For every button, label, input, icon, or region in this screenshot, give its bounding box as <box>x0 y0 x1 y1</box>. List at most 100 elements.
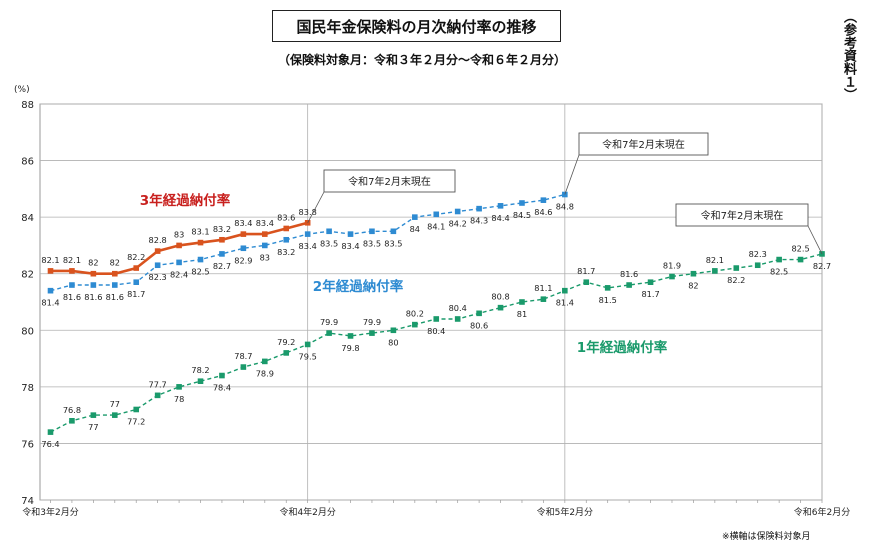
data-point <box>476 205 482 212</box>
data-label: 81.4 <box>556 298 574 308</box>
data-label: 78.9 <box>256 368 274 378</box>
data-point <box>754 262 761 269</box>
data-label: 84.2 <box>449 218 467 228</box>
data-point <box>219 236 225 243</box>
data-label: 81.6 <box>63 292 81 302</box>
data-label: 82.2 <box>727 275 745 285</box>
data-point <box>583 279 590 285</box>
data-label: 82 <box>88 258 98 268</box>
data-label: 84.1 <box>427 221 445 231</box>
data-point <box>90 412 97 418</box>
reference-note: （参考資料１） <box>841 10 856 101</box>
data-point <box>776 256 782 263</box>
callout-text: 令和7年2月末現在 <box>602 138 685 151</box>
data-point <box>326 228 332 235</box>
data-label: 81.5 <box>599 295 617 305</box>
data-label: 77.7 <box>149 379 167 389</box>
data-point <box>90 270 97 277</box>
y-tick-label: 84 <box>21 213 34 224</box>
data-point <box>176 259 182 266</box>
data-label: 76.4 <box>41 439 59 449</box>
data-point <box>154 248 161 254</box>
x-tick-label: 令和5年2月分 <box>537 506 593 518</box>
data-point <box>47 429 54 435</box>
data-point <box>540 197 547 203</box>
data-point <box>219 372 225 379</box>
data-label: 79.9 <box>320 317 338 327</box>
data-label: 83.5 <box>384 238 402 248</box>
data-point <box>412 321 418 328</box>
callout-box <box>323 169 456 193</box>
data-label: 82.3 <box>749 249 767 259</box>
data-point <box>304 341 311 348</box>
data-point <box>519 299 525 305</box>
y-tick-label: 86 <box>21 157 34 168</box>
data-point <box>433 211 440 218</box>
data-point <box>454 316 461 322</box>
data-label: 77 <box>110 399 120 409</box>
data-label: 78 <box>174 394 184 404</box>
data-point <box>390 228 397 235</box>
data-point <box>369 228 375 235</box>
data-point <box>69 268 75 274</box>
data-point <box>240 245 247 252</box>
data-point <box>90 282 97 288</box>
data-label: 82.5 <box>770 267 788 277</box>
data-label: 83 <box>174 229 184 239</box>
data-point <box>476 310 482 317</box>
callout-box <box>578 132 709 156</box>
y-tick-label: 74 <box>21 496 34 507</box>
data-label: 81.7 <box>127 289 145 299</box>
data-label: 76.8 <box>63 405 81 415</box>
data-label: 82.4 <box>170 269 188 279</box>
data-point <box>283 236 290 243</box>
data-label: 84.5 <box>513 210 531 220</box>
data-point <box>562 287 568 294</box>
data-label: 81.6 <box>84 292 102 302</box>
data-label: 81.6 <box>620 269 638 279</box>
callout-leader <box>807 225 823 255</box>
data-point <box>197 378 204 384</box>
data-point <box>497 203 504 209</box>
data-point <box>433 316 440 322</box>
data-point <box>197 239 204 246</box>
data-point <box>497 304 504 311</box>
data-point <box>47 287 54 294</box>
data-label: 83.4 <box>341 241 359 251</box>
data-point <box>262 242 268 249</box>
data-point <box>133 406 140 413</box>
data-point <box>133 279 140 285</box>
data-point <box>69 418 75 424</box>
callout-box <box>675 203 809 227</box>
data-point <box>154 392 161 399</box>
series-label: 2年経過納付率 <box>313 278 404 295</box>
data-label: 82.8 <box>149 235 167 245</box>
data-label: 78.7 <box>234 351 252 361</box>
data-point <box>240 364 247 370</box>
data-label: 83.5 <box>320 238 338 248</box>
data-label: 81.7 <box>641 289 659 299</box>
data-point <box>240 231 247 237</box>
y-tick-label: 76 <box>21 439 34 450</box>
callout-leader <box>564 154 580 195</box>
data-label: 78.4 <box>213 383 231 393</box>
data-point <box>111 282 118 288</box>
data-label: 82.2 <box>127 252 145 262</box>
data-label: 82.3 <box>149 272 167 282</box>
data-point <box>669 273 675 280</box>
data-point <box>604 285 611 291</box>
data-label: 84.6 <box>534 207 552 217</box>
footnote: ※横軸は保険料対象月 <box>722 532 811 542</box>
data-label: 77.2 <box>127 416 145 426</box>
data-label: 82.1 <box>706 255 724 265</box>
data-point <box>283 225 290 232</box>
data-point <box>412 214 418 220</box>
data-label: 83.4 <box>256 218 274 228</box>
data-point <box>111 412 118 418</box>
data-label: 80.6 <box>470 320 488 330</box>
data-point <box>647 279 654 285</box>
callout-text: 令和7年2月末現在 <box>348 175 431 188</box>
data-label: 80 <box>388 337 398 347</box>
data-label: 81 <box>517 309 527 319</box>
data-point <box>540 296 547 302</box>
